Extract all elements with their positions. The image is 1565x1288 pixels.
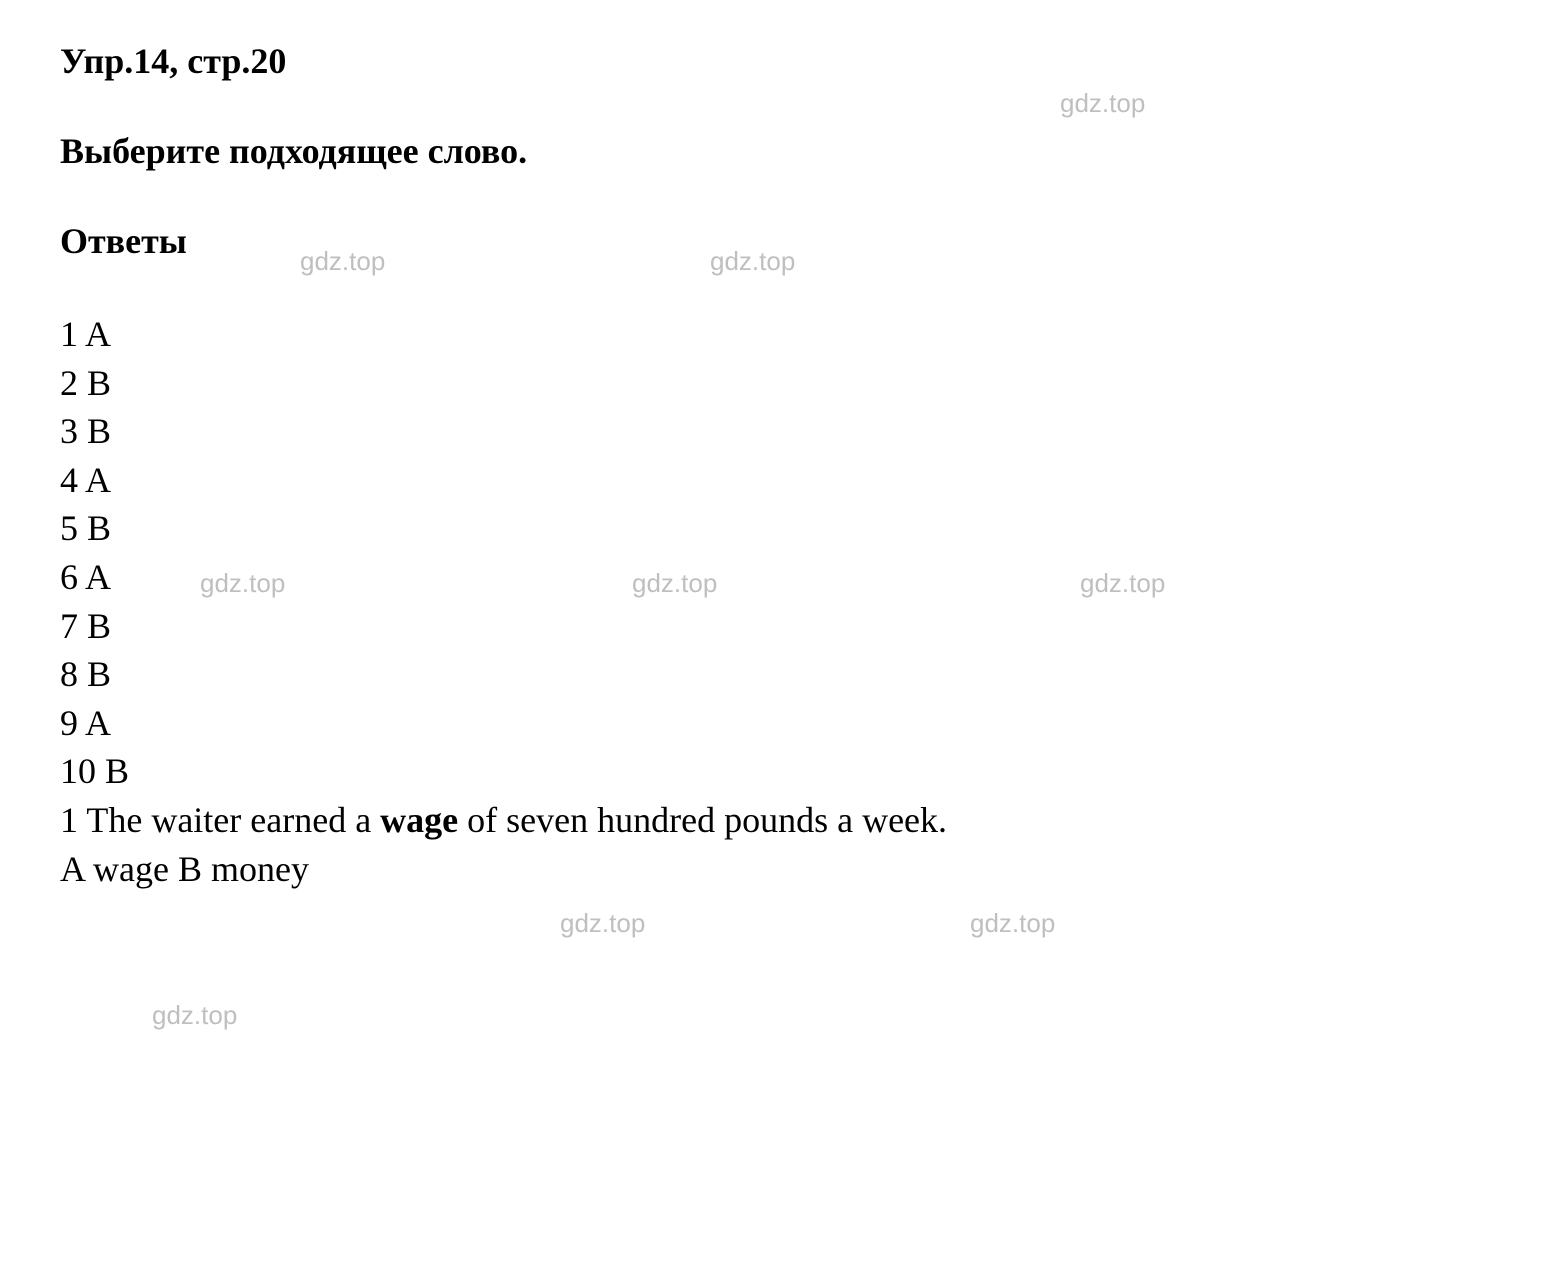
- watermark-text: gdz.top: [710, 246, 795, 277]
- example-suffix: of seven hundred pounds a week.: [458, 800, 947, 840]
- answer-item: 7 B: [60, 602, 1505, 651]
- example-prefix: 1 The waiter earned a: [60, 800, 380, 840]
- example-sentence: 1 The waiter earned a wage of seven hund…: [60, 796, 1505, 845]
- example-bold-word: wage: [380, 800, 458, 840]
- answer-item: 3 B: [60, 407, 1505, 456]
- answer-item: 10 B: [60, 747, 1505, 796]
- answer-item: 5 B: [60, 504, 1505, 553]
- watermark-text: gdz.top: [970, 908, 1055, 939]
- watermark-text: gdz.top: [1060, 88, 1145, 119]
- watermark-text: gdz.top: [1080, 568, 1165, 599]
- answer-item: 2 B: [60, 359, 1505, 408]
- answer-item: 4 A: [60, 456, 1505, 505]
- exercise-heading: Упр.14, стр.20: [60, 40, 1505, 82]
- answers-list: 1 A 2 B 3 B 4 A 5 B 6 A 7 B 8 B 9 A 10 B: [60, 310, 1505, 796]
- answer-item: 1 A: [60, 310, 1505, 359]
- options-text: A wage B money: [60, 845, 1505, 894]
- answer-item: 9 A: [60, 699, 1505, 748]
- watermark-text: gdz.top: [560, 908, 645, 939]
- watermark-text: gdz.top: [300, 246, 385, 277]
- answer-item: 8 B: [60, 650, 1505, 699]
- instruction-text: Выберите подходящее слово.: [60, 130, 1505, 172]
- watermark-text: gdz.top: [200, 568, 285, 599]
- watermark-text: gdz.top: [632, 568, 717, 599]
- watermark-text: gdz.top: [152, 1000, 237, 1031]
